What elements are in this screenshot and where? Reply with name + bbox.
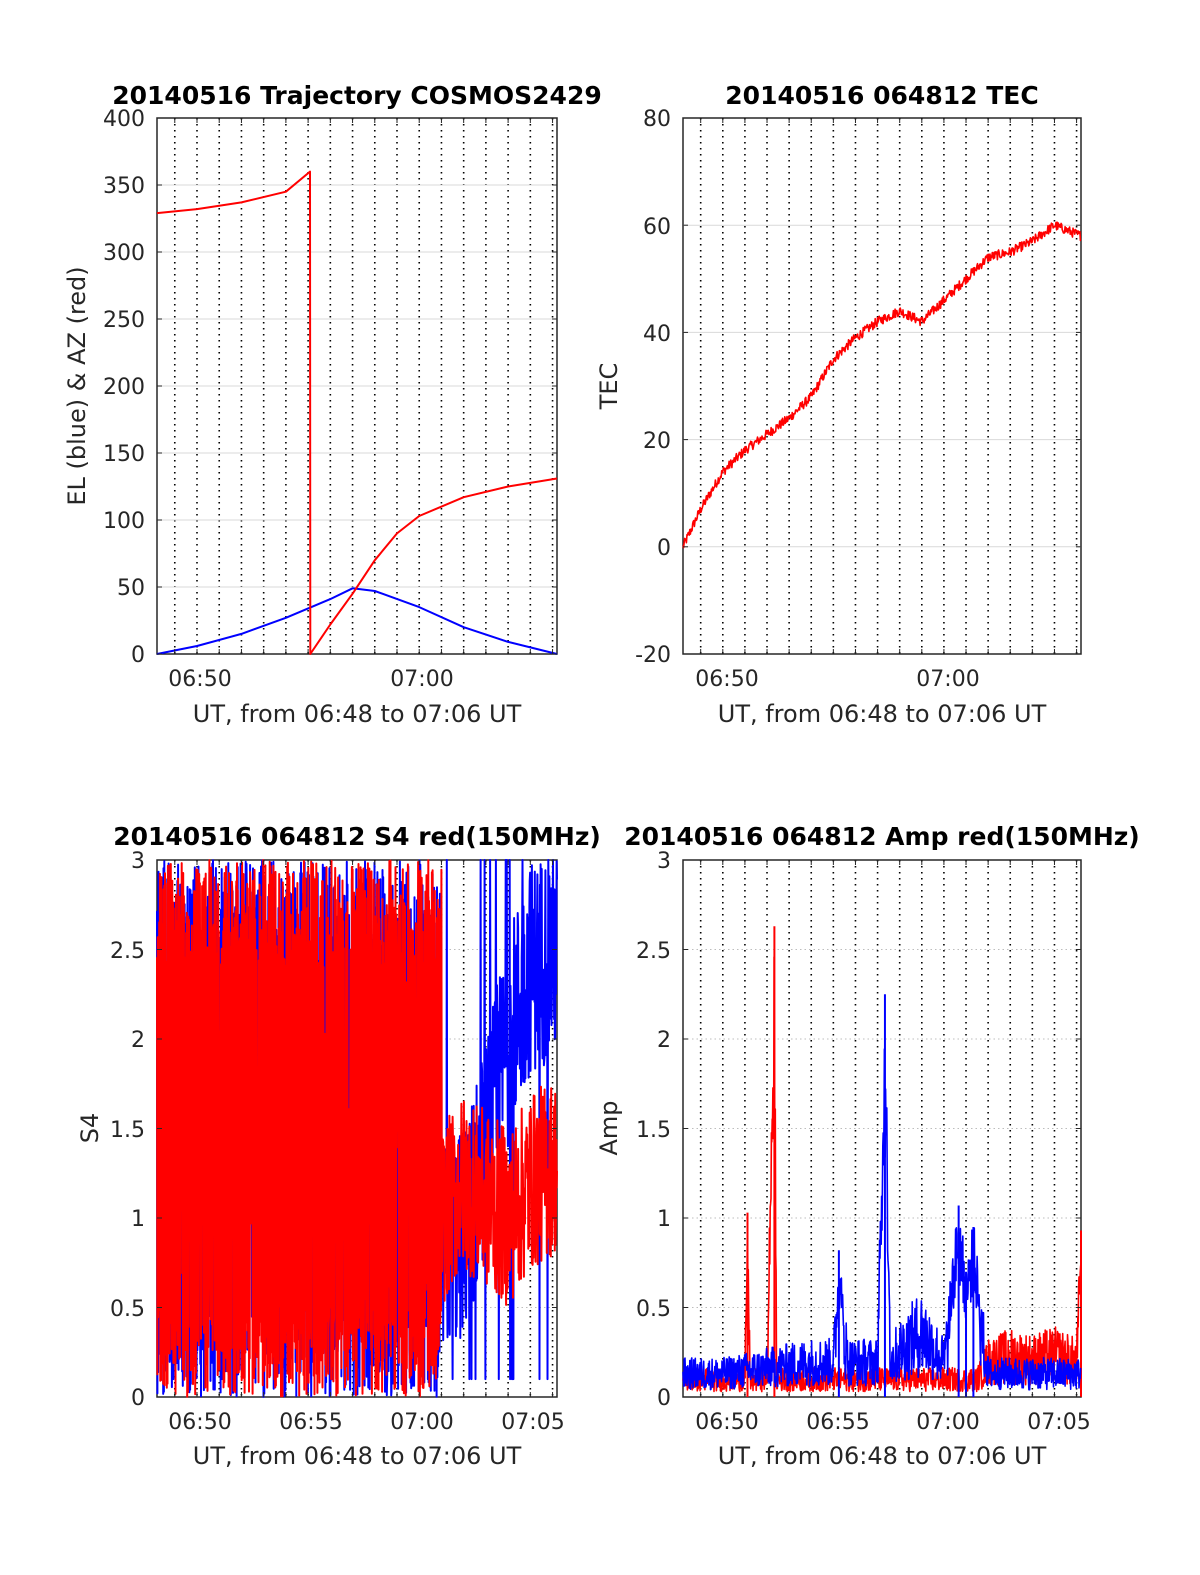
x-tick-label: 06:50: [695, 667, 758, 692]
panel-tec: 20140516 064812 TEC TEC UT, from 06:48 t…: [595, 81, 1082, 728]
grid: [157, 118, 557, 654]
x-axis-label: UT, from 06:48 to 07:06 UT: [718, 1442, 1047, 1470]
panel-s4: 20140516 064812 S4 red(150MHz) S4 UT, fr…: [76, 822, 601, 1470]
x-tick-label: 06:50: [168, 667, 231, 692]
panel-trajectory: 20140516 Trajectory COSMOS2429 EL (blue)…: [63, 81, 602, 728]
series-line: [156, 587, 558, 655]
tick-group: [683, 117, 1081, 655]
y-tick-label: 0: [131, 643, 145, 668]
y-tick-label: 3: [131, 849, 145, 874]
y-axis-label: S4: [76, 1113, 104, 1144]
y-tick-label: 0.5: [110, 1297, 145, 1322]
x-tick-label: 07:00: [390, 667, 453, 692]
y-axis-label: Amp: [595, 1100, 623, 1155]
y-tick-label: 0.5: [636, 1297, 671, 1322]
x-tick-label: 07:05: [501, 1410, 564, 1435]
y-tick-label: 150: [103, 442, 145, 467]
y-tick-label: 400: [103, 107, 145, 132]
series-group: [682, 926, 1082, 1397]
chart-title: 20140516 064812 Amp red(150MHz): [624, 822, 1140, 851]
y-tick-label: 2.5: [110, 939, 145, 964]
x-tick-label: 06:55: [806, 1410, 869, 1435]
series-line: [156, 859, 558, 1398]
y-tick-label: 100: [103, 509, 145, 534]
y-tick-label: -20: [635, 643, 671, 668]
series-group: [682, 221, 1082, 549]
y-tick-label: 60: [643, 215, 671, 240]
x-axis-label: UT, from 06:48 to 07:06 UT: [718, 700, 1047, 728]
chart-title: 20140516 Trajectory COSMOS2429: [112, 81, 602, 110]
tick-group: [157, 859, 557, 1398]
x-tick-label: 06:55: [279, 1410, 342, 1435]
x-tick-label: 07:00: [390, 1410, 453, 1435]
y-tick-label: 2.5: [636, 939, 671, 964]
series-line: [156, 170, 558, 655]
y-tick-label: 1.5: [636, 1118, 671, 1143]
x-axis-label: UT, from 06:48 to 07:06 UT: [193, 1442, 522, 1470]
chart-title: 20140516 064812 S4 red(150MHz): [113, 822, 601, 851]
tick-group: [157, 117, 557, 655]
y-tick-label: 300: [103, 241, 145, 266]
y-tick-label: 80: [643, 107, 671, 132]
y-tick-label: 1: [657, 1207, 671, 1232]
chart-title: 20140516 064812 TEC: [725, 81, 1038, 110]
series-line: [682, 1048, 1082, 1391]
y-tick-label: 2: [657, 1028, 671, 1053]
y-axis-label: TEC: [595, 363, 623, 411]
x-tick-label: 07:00: [916, 1410, 979, 1435]
grid: [683, 118, 1081, 654]
series-line: [682, 221, 1082, 549]
y-axis-label: EL (blue) & AZ (red): [63, 266, 91, 505]
x-tick-label: 07:05: [1027, 1410, 1090, 1435]
plot-area-tec: [682, 117, 1082, 655]
series-group: [156, 859, 558, 1398]
y-tick-label: 1.5: [110, 1118, 145, 1143]
y-tick-label: 0: [657, 536, 671, 561]
y-tick-label: 350: [103, 174, 145, 199]
y-tick-label: 0: [657, 1386, 671, 1411]
tick-group: [683, 859, 1081, 1398]
y-tick-label: 50: [117, 576, 145, 601]
y-tick-label: 40: [643, 322, 671, 347]
y-tick-label: 3: [657, 849, 671, 874]
y-tick-label: 20: [643, 429, 671, 454]
y-tick-label: 200: [103, 375, 145, 400]
x-axis-label: UT, from 06:48 to 07:06 UT: [193, 700, 522, 728]
x-tick-label: 06:50: [168, 1410, 231, 1435]
y-tick-label: 1: [131, 1207, 145, 1232]
x-tick-label: 06:50: [695, 1410, 758, 1435]
y-tick-label: 2: [131, 1028, 145, 1053]
y-tick-label: 250: [103, 308, 145, 333]
x-tick-label: 07:00: [916, 667, 979, 692]
panel-amp: 20140516 064812 Amp red(150MHz) Amp UT, …: [595, 822, 1140, 1470]
series-group: [156, 170, 558, 655]
y-tick-label: 0: [131, 1386, 145, 1411]
